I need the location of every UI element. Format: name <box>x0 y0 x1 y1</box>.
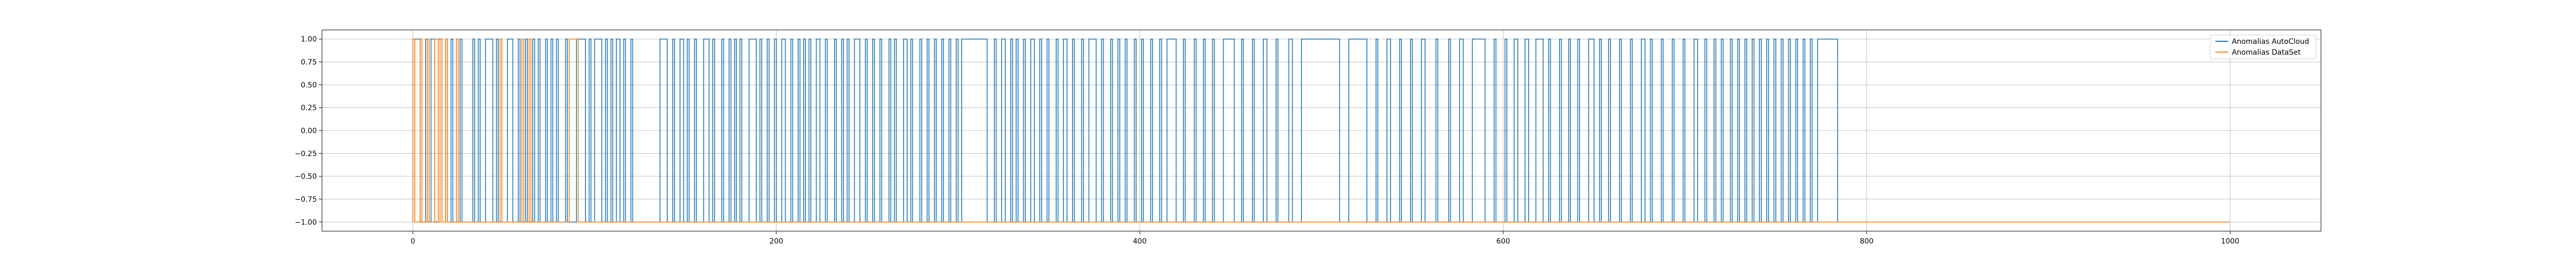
series-layer <box>412 38 2230 223</box>
y-tick-label: 0.00 <box>301 127 317 135</box>
y-tick-label: 0.25 <box>301 104 317 112</box>
series-line-anomalias-dataset <box>412 38 2230 223</box>
x-tick-label: 200 <box>769 237 783 246</box>
legend-box <box>2210 35 2316 59</box>
x-tick-label: 1000 <box>2221 237 2240 246</box>
x-tick-label: 0 <box>411 237 415 246</box>
y-tick-label: −0.25 <box>295 150 317 158</box>
y-tick-label: 0.50 <box>301 81 317 89</box>
series-line-anomalias-autocloud <box>412 38 1838 223</box>
legend: Anomalias AutoCloud Anomalias DataSet <box>2210 35 2316 59</box>
legend-label-dataset: Anomalias DataSet <box>2232 49 2301 57</box>
legend-label-autocloud: Anomalias AutoCloud <box>2232 38 2309 46</box>
y-tick-label: −0.50 <box>295 173 317 181</box>
x-tick-label: 600 <box>1496 237 1510 246</box>
y-tick-label: −0.75 <box>295 196 317 204</box>
x-tick-label: 400 <box>1133 237 1147 246</box>
y-tick-label: −1.00 <box>295 218 317 227</box>
x-tick-label: 800 <box>1860 237 1874 246</box>
ticks: 0 200 400 600 800 1000 1.00 0.75 0.50 0.25 0.00 −0.… <box>295 36 2239 246</box>
y-tick-label: 1.00 <box>301 36 317 44</box>
y-tick-label: 0.75 <box>301 58 317 67</box>
